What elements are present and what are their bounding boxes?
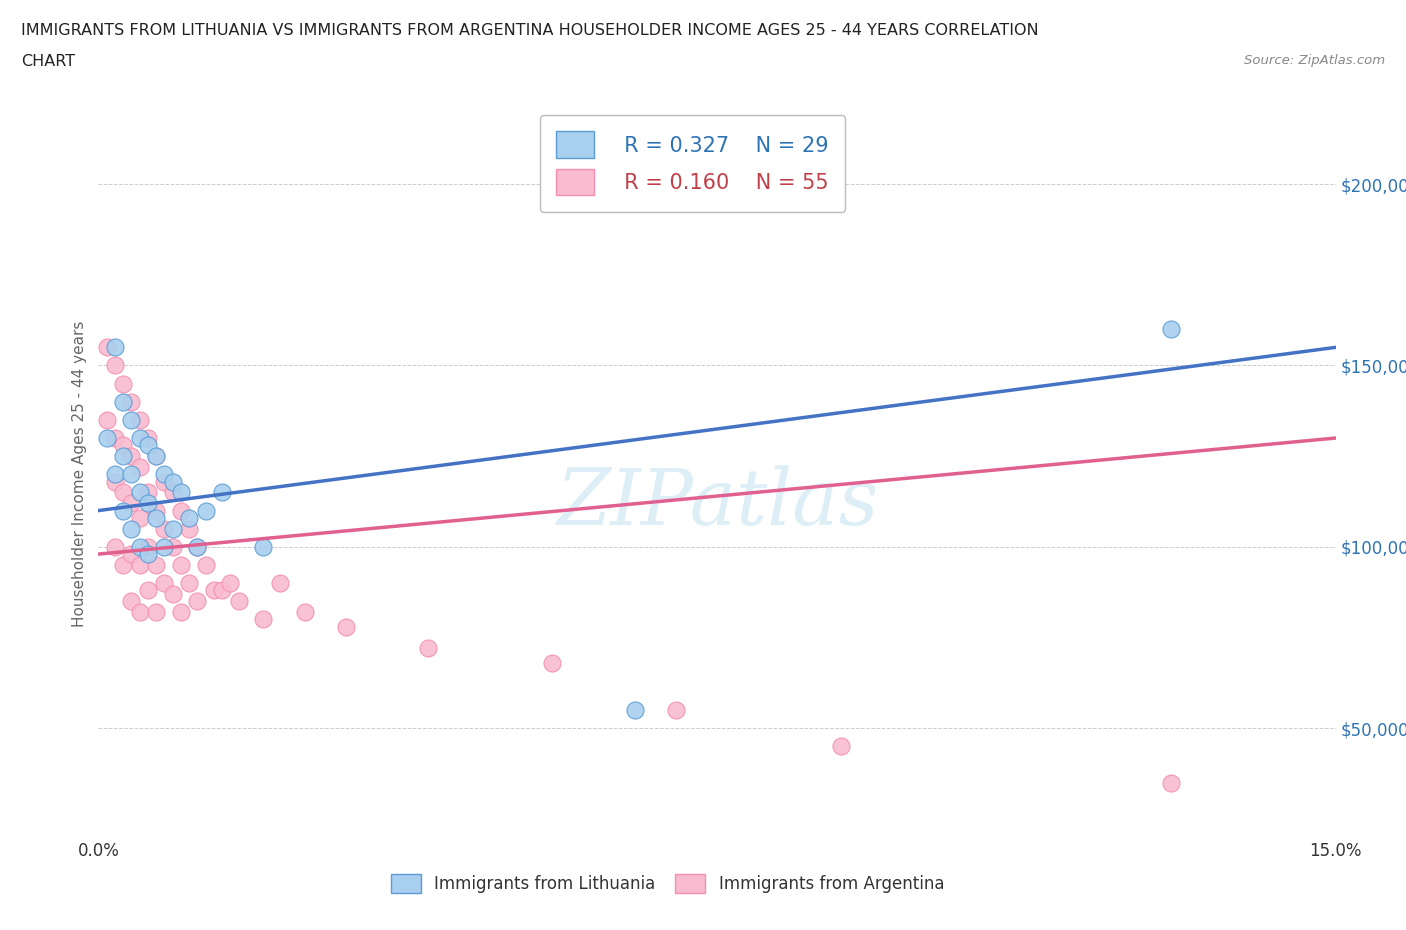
Point [162, 587, 184, 602]
Point [186, 593, 208, 608]
Point [170, 485, 193, 500]
Point [120, 521, 142, 536]
Point [179, 521, 201, 536]
Point [170, 604, 193, 619]
Point [120, 496, 142, 511]
Point [179, 576, 201, 591]
Point [112, 503, 135, 518]
Point [120, 394, 142, 409]
Point [162, 521, 184, 536]
Point [1160, 776, 1182, 790]
Point [104, 474, 127, 489]
Point [104, 539, 127, 554]
Point [96, 413, 118, 428]
Y-axis label: Householder Income Ages 25 - 44 years: Householder Income Ages 25 - 44 years [72, 321, 87, 628]
Point [104, 358, 127, 373]
Point [128, 557, 150, 572]
Point [170, 557, 193, 572]
Point [136, 431, 159, 445]
Point [104, 339, 127, 354]
Point [1160, 322, 1182, 337]
Point [112, 394, 135, 409]
Point [104, 431, 127, 445]
Point [194, 503, 217, 518]
Point [665, 703, 688, 718]
Point [136, 539, 159, 554]
Point [128, 485, 150, 500]
Point [145, 448, 167, 463]
Point [211, 583, 233, 598]
Point [418, 641, 440, 656]
Point [96, 431, 118, 445]
Point [120, 547, 142, 562]
Point [219, 576, 242, 591]
Text: Source: ZipAtlas.com: Source: ZipAtlas.com [1244, 54, 1385, 67]
Point [128, 431, 150, 445]
Point [162, 485, 184, 500]
Text: CHART: CHART [21, 54, 75, 69]
Point [136, 496, 159, 511]
Point [294, 604, 316, 619]
Point [252, 539, 274, 554]
Point [128, 604, 150, 619]
Point [145, 448, 167, 463]
Point [112, 448, 135, 463]
Point [623, 703, 645, 718]
Point [335, 619, 357, 634]
Point [186, 539, 208, 554]
Point [128, 539, 150, 554]
Legend: Immigrants from Lithuania, Immigrants from Argentina: Immigrants from Lithuania, Immigrants fr… [382, 865, 953, 901]
Point [104, 467, 127, 482]
Point [153, 539, 176, 554]
Text: IMMIGRANTS FROM LITHUANIA VS IMMIGRANTS FROM ARGENTINA HOUSEHOLDER INCOME AGES 2: IMMIGRANTS FROM LITHUANIA VS IMMIGRANTS … [21, 23, 1039, 38]
Point [145, 557, 167, 572]
Point [128, 459, 150, 474]
Point [170, 503, 193, 518]
Point [112, 557, 135, 572]
Point [128, 413, 150, 428]
Point [202, 583, 225, 598]
Point [112, 485, 135, 500]
Point [136, 547, 159, 562]
Point [145, 503, 167, 518]
Point [145, 604, 167, 619]
Point [153, 474, 176, 489]
Point [153, 576, 176, 591]
Point [153, 467, 176, 482]
Point [179, 511, 201, 525]
Point [120, 593, 142, 608]
Point [120, 413, 142, 428]
Point [120, 448, 142, 463]
Point [136, 485, 159, 500]
Point [96, 339, 118, 354]
Point [112, 438, 135, 453]
Point [112, 376, 135, 391]
Point [136, 438, 159, 453]
Point [162, 474, 184, 489]
Point [162, 539, 184, 554]
Point [145, 511, 167, 525]
Point [269, 576, 291, 591]
Point [211, 485, 233, 500]
Point [128, 511, 150, 525]
Point [136, 583, 159, 598]
Point [153, 521, 176, 536]
Text: ZIPatlas: ZIPatlas [555, 465, 879, 541]
Point [120, 467, 142, 482]
Point [252, 612, 274, 627]
Point [194, 557, 217, 572]
Point [228, 593, 250, 608]
Point [830, 738, 852, 753]
Point [186, 539, 208, 554]
Point [541, 656, 564, 671]
